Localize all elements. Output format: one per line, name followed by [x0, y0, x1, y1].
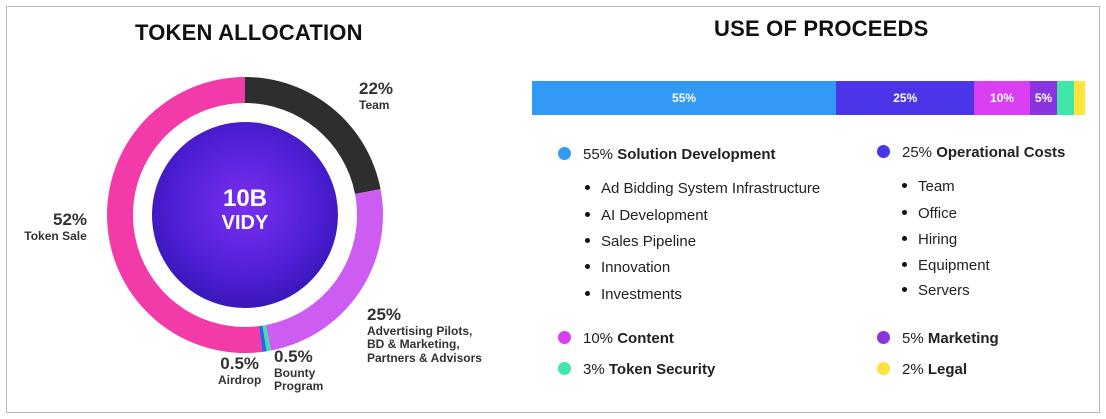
- legend-operational-costs: 25% Operational Costs: [877, 144, 1065, 161]
- slice-name-advertising-2: BD & Marketing,: [367, 337, 460, 352]
- legend-dot-legal: [877, 362, 890, 375]
- legend-name-security: Token Security: [608, 361, 716, 378]
- slice-name-airdrop: Airdrop: [218, 372, 262, 387]
- donut-slice-1: [265, 189, 383, 351]
- operational-item-3: Hiring: [902, 231, 957, 248]
- operational-item-2: Office: [902, 205, 957, 222]
- slice-pct-advertising: 25%: [367, 305, 402, 324]
- bar-segment-5: [1073, 81, 1085, 115]
- legend-name-solution: Solution Development: [617, 146, 776, 163]
- solution-item-1: Ad Bidding System Infrastructure: [585, 180, 820, 197]
- slice-label-token-sale: 52% Token Sale: [24, 210, 88, 243]
- slice-pct-token-sale: 52%: [53, 210, 88, 229]
- center-amount: 10B: [223, 185, 267, 212]
- bar-segment-1: 25%: [836, 81, 975, 115]
- donut-core: [152, 122, 338, 308]
- donut-slice-0: [245, 77, 381, 195]
- legend-dot-security: [558, 362, 571, 375]
- bar-segment-4: [1057, 81, 1074, 115]
- solution-item-4: Innovation: [585, 259, 670, 276]
- legend-name-marketing: Marketing: [927, 330, 999, 347]
- slice-label-advertising: 25% Advertising Pilots, BD & Marketing, …: [367, 305, 482, 366]
- legend-name-content: Content: [617, 330, 674, 347]
- operational-item-1: Team: [902, 178, 955, 195]
- operational-item-4: Equipment: [902, 257, 990, 274]
- legend-legal: 2% Legal: [877, 361, 967, 378]
- legend-token-security: 3% Token Security: [558, 361, 715, 378]
- legend-content: 10% Content: [558, 330, 674, 347]
- legend-pct-operational: 25%: [902, 144, 933, 161]
- legend-name-legal: Legal: [927, 361, 968, 378]
- center-token: VIDY: [222, 212, 269, 234]
- solution-item-5: Investments: [585, 286, 682, 303]
- legend-dot-marketing: [877, 331, 890, 344]
- token-allocation-title: TOKEN ALLOCATION: [135, 20, 363, 45]
- legend-solution-development: 55% Solution Development: [558, 146, 776, 163]
- legend-name-operational: Operational Costs: [936, 144, 1066, 161]
- legend-pct-legal: 2%: [902, 361, 924, 378]
- donut-slice-4: [107, 77, 263, 353]
- solution-item-3: Sales Pipeline: [585, 233, 696, 250]
- token-allocation-donut: 10B VIDY: [107, 77, 383, 353]
- slice-name-advertising-1: Advertising Pilots,: [367, 323, 473, 338]
- slice-pct-team: 22%: [359, 79, 394, 98]
- slice-label-bounty: 0.5% Bounty Program: [274, 347, 323, 394]
- slice-name-advertising-3: Partners & Advisors: [367, 351, 482, 366]
- donut-slice-3: [259, 325, 267, 352]
- legend-pct-marketing: 5%: [902, 330, 924, 347]
- legend-marketing: 5% Marketing: [877, 330, 999, 347]
- slice-name-token-sale: Token Sale: [24, 228, 87, 243]
- slice-label-team: 22% Team: [359, 79, 393, 112]
- bar-segment-3: 5%: [1029, 81, 1058, 115]
- legend-dot-operational: [877, 145, 890, 158]
- slice-name-team: Team: [359, 97, 390, 112]
- proceeds-stacked-bar: 55% 25% 10% 5%: [532, 81, 1085, 115]
- slice-pct-airdrop: 0.5%: [220, 354, 260, 373]
- legend-dot-content: [558, 331, 571, 344]
- legend-pct-content: 10%: [583, 330, 614, 347]
- legend-dot-solution: [558, 147, 571, 160]
- use-of-proceeds-title: USE OF PROCEEDS: [714, 16, 929, 41]
- bar-segment-2: 10%: [974, 81, 1030, 115]
- slice-name-bounty-1: Bounty: [274, 365, 316, 380]
- donut-slice-2: [262, 325, 271, 352]
- legend-pct-solution: 55%: [583, 146, 614, 163]
- solution-item-2: AI Development: [585, 207, 708, 224]
- slice-pct-bounty: 0.5%: [274, 347, 313, 366]
- slice-name-bounty-2: Program: [274, 379, 324, 394]
- operational-item-5: Servers: [902, 282, 970, 299]
- slice-label-airdrop: 0.5% Airdrop: [218, 354, 261, 387]
- donut-slices: [107, 77, 383, 353]
- legend-pct-security: 3%: [583, 361, 605, 378]
- bar-segment-0: 55%: [532, 81, 837, 115]
